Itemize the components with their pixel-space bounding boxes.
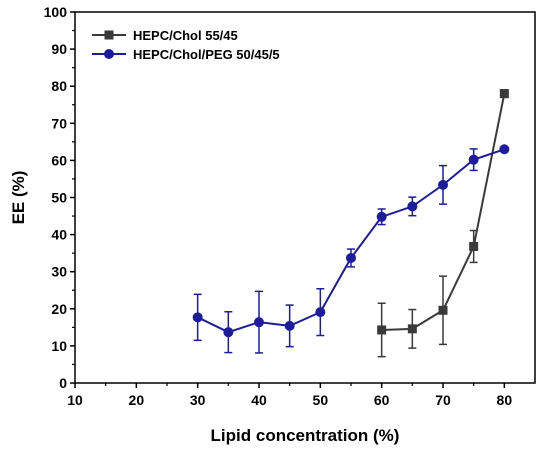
data-point [284,320,295,331]
y-tick-label: 20 [51,301,67,317]
plot-frame [74,11,536,384]
x-tick-label: 70 [435,392,451,408]
x-tick-label: 60 [374,392,390,408]
data-point [468,154,479,165]
legend-label: HEPC/Chol/PEG 50/45/5 [133,47,280,62]
y-tick-label: 100 [44,4,68,20]
x-tick-label: 10 [67,392,83,408]
x-tick-label: 80 [497,392,513,408]
data-point [499,144,510,155]
series-line [197,148,505,334]
series-2 [192,144,510,354]
y-tick-label: 60 [51,152,67,168]
y-axis-title: EE (%) [9,171,28,225]
data-point [407,324,417,334]
y-tick-label: 40 [51,227,67,243]
y-tick-label: 50 [51,190,67,206]
x-tick-label: 40 [251,392,267,408]
y-tick-label: 10 [51,338,67,354]
data-point [499,89,509,99]
data-point [469,241,479,251]
y-tick-label: 80 [51,78,67,94]
y-tick-label: 90 [51,41,67,57]
data-point [438,305,448,315]
x-tick-label: 50 [313,392,329,408]
data-point [407,201,418,212]
data-point [315,307,326,318]
x-axis-title: Lipid concentration (%) [211,426,400,445]
data-point [254,317,264,328]
x-tick-label: 30 [190,392,206,408]
y-tick-label: 30 [51,264,67,280]
series-1 [377,89,509,358]
data-point [438,179,448,190]
data-point [376,211,387,222]
data-point [346,252,356,263]
legend-marker [104,30,114,40]
legend: HEPC/Chol 55/45 HEPC/Chol/PEG 50/45/5 [92,28,280,62]
data-point [223,327,234,338]
data-point [377,325,387,335]
y-tick-label: 0 [59,375,67,391]
y-tick-label: 70 [51,115,67,131]
x-tick-label: 20 [129,392,145,408]
legend-marker [104,49,114,59]
legend-label: HEPC/Chol 55/45 [133,28,238,43]
data-point [192,312,203,323]
series-layer [192,89,510,358]
